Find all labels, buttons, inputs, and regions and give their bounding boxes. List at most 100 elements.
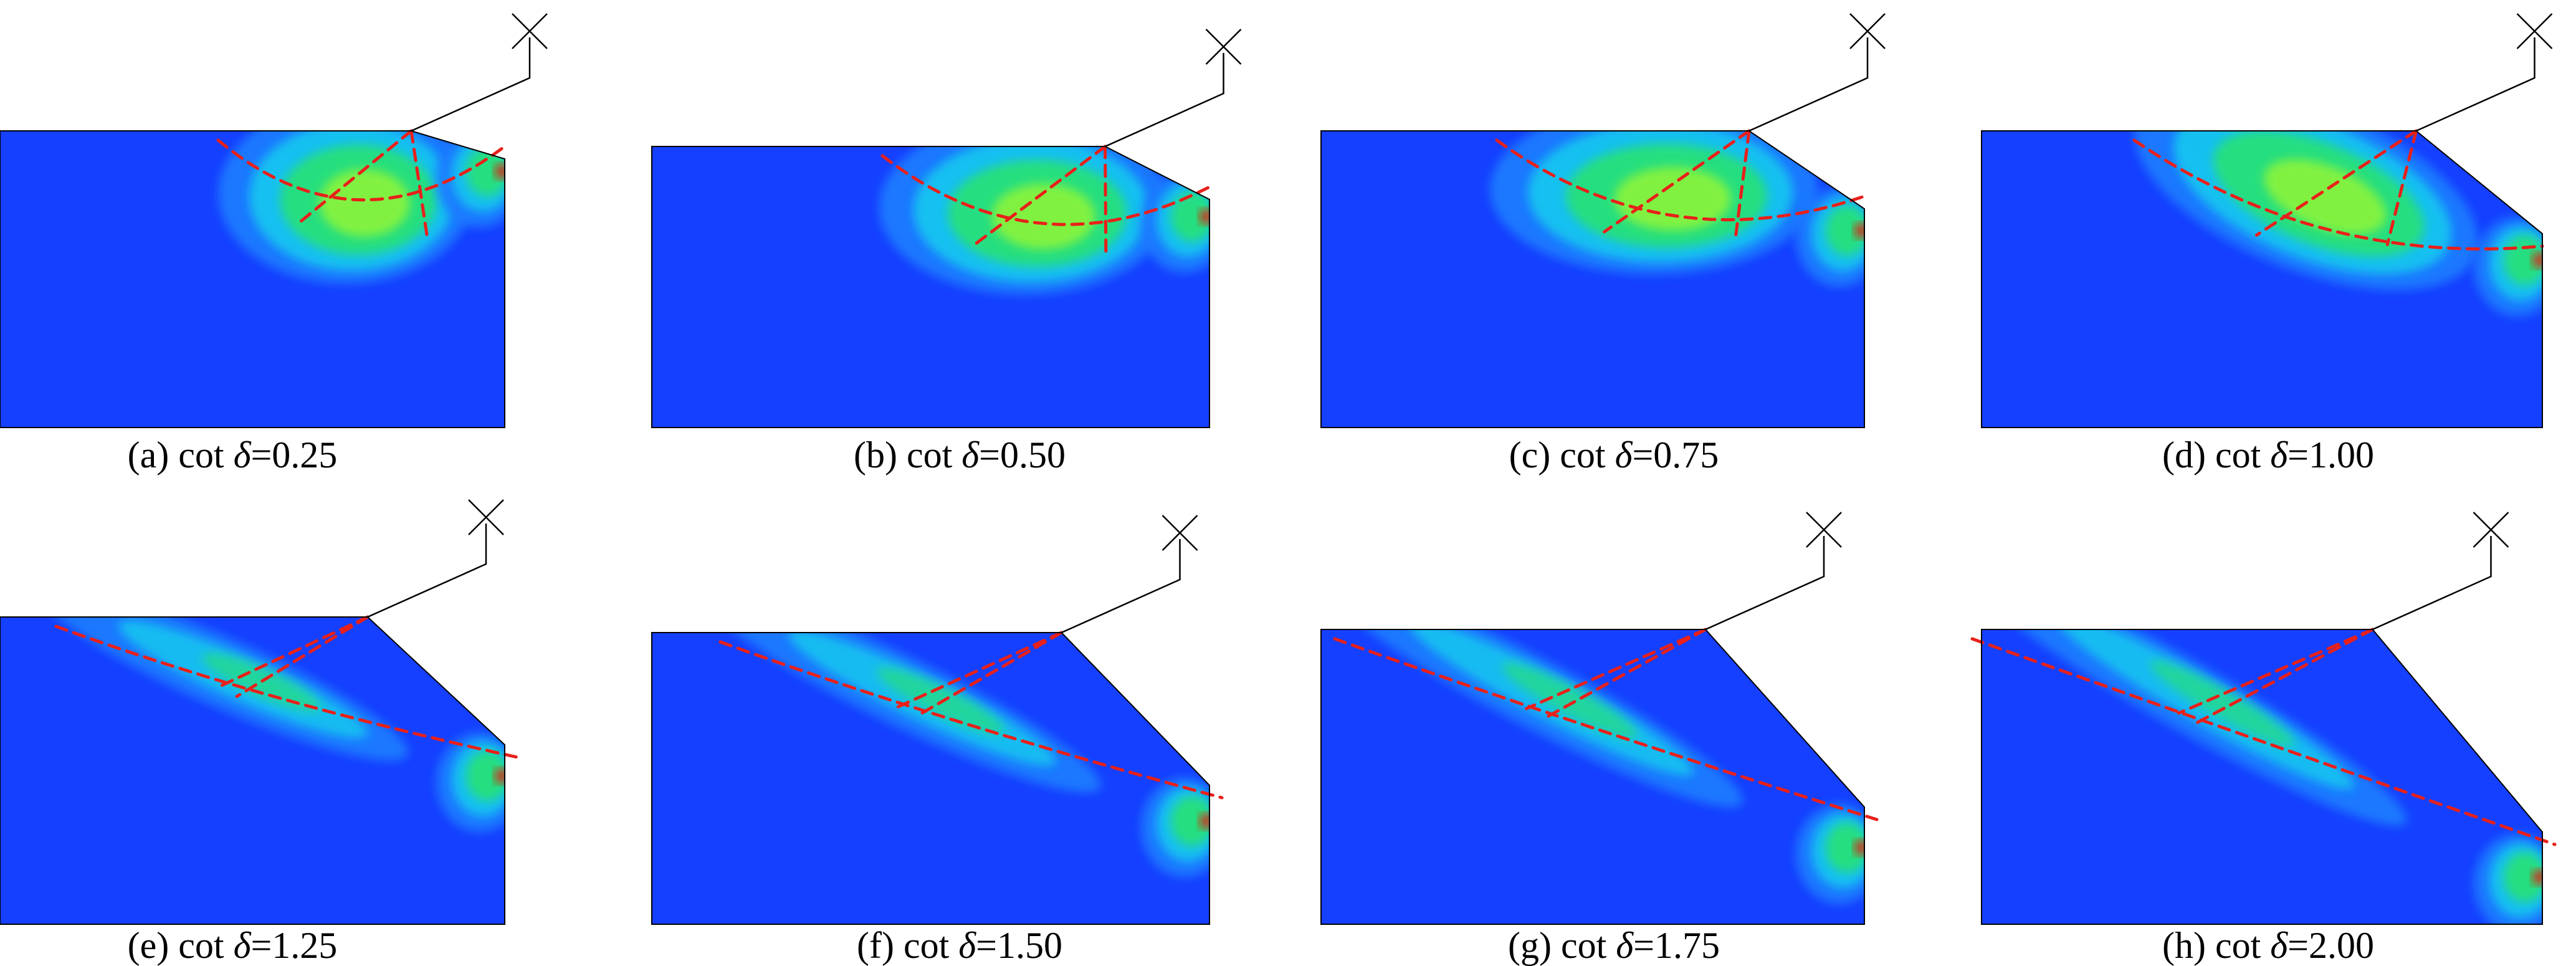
caption-symbol: δ: [1615, 434, 1633, 476]
failure-line-main: [216, 138, 507, 202]
failure-line-radial-right: [2195, 628, 2374, 724]
failure-line-radial-right: [235, 615, 370, 698]
failure-line-radial-left: [1603, 129, 1751, 234]
failure-line-main: [718, 640, 1224, 800]
panel-b: [651, 29, 1242, 428]
hotspot: [495, 164, 505, 179]
failure-line-main: [54, 624, 519, 759]
tool-x-marker: [1205, 29, 1242, 65]
caption-value: =1.25: [250, 925, 338, 966]
caption-d: (d) cot δ=1.00: [1957, 436, 2576, 474]
failure-line-radial-left: [895, 631, 1063, 709]
failure-line-radial-left: [2254, 129, 2418, 237]
failure-line-main: [2132, 138, 2544, 251]
specimen-outline: [1320, 629, 1865, 925]
contour-blob: [2504, 852, 2542, 902]
specimen-outline: [651, 632, 1210, 925]
hotspot: [2532, 869, 2542, 885]
contour-blob: [2264, 159, 2387, 235]
failure-line-radial-left: [216, 615, 370, 689]
caption-value: =2.00: [2287, 925, 2374, 966]
contour-field: [1982, 629, 2542, 924]
caption-symbol: δ: [2270, 434, 2288, 476]
failure-line-radial-right: [1104, 145, 1108, 256]
failure-line-radial-right: [914, 631, 1063, 719]
caption-symbol: δ: [233, 434, 251, 476]
specimen-outline: [1981, 629, 2543, 925]
panel-e: [0, 499, 519, 925]
specimen-field: [1982, 629, 2542, 924]
tool-x-marker: [1162, 515, 1198, 551]
contour-field: [40, 617, 505, 832]
caption-value: =0.50: [979, 434, 1066, 476]
caption-symbol: δ: [961, 434, 980, 476]
caption-value: =0.25: [250, 434, 338, 476]
tool-axis: [2415, 37, 2535, 132]
panel-c: [1320, 13, 1886, 428]
failure-line-radial-right: [1543, 628, 1707, 720]
tool-x-marker: [468, 499, 504, 535]
tool-axis: [1705, 536, 1825, 631]
tool-axis: [1748, 37, 1869, 132]
hotspot: [1200, 813, 1209, 829]
caption-symbol: δ: [1616, 925, 1634, 966]
hotspot: [1200, 209, 1209, 224]
hotspot: [1854, 840, 1864, 855]
contour-field: [2134, 131, 2542, 317]
specimen-field: [1321, 629, 1864, 924]
contour-blob: [1615, 166, 1731, 231]
caption-b: (b) cot δ=0.50: [648, 436, 1271, 474]
caption-e: (e) cot δ=1.25: [0, 927, 544, 964]
panel-g: [1320, 512, 1879, 925]
tool-x-marker: [2473, 512, 2509, 548]
specimen-outline: [0, 616, 505, 925]
tool-x-marker: [1806, 512, 1842, 548]
contour-blob: [319, 169, 410, 237]
panel-f: [651, 515, 1224, 925]
caption-value: =1.75: [1633, 925, 1720, 966]
caption-c: (c) cot δ=0.75: [1302, 436, 1925, 474]
caption-symbol: δ: [2270, 925, 2288, 966]
failure-line-main: [1333, 637, 1879, 821]
failure-line-radial-left: [2177, 628, 2374, 715]
caption-h: (h) cot δ=2.00: [1957, 927, 2576, 964]
hotspot: [2532, 252, 2542, 268]
tool-axis: [411, 37, 531, 132]
specimen-outline: [1320, 130, 1865, 428]
caption-a: (a) cot δ=0.25: [0, 436, 544, 474]
specimen-outline: [651, 146, 1210, 428]
caption-f: (f) cot δ=1.50: [648, 927, 1271, 964]
contour-blob: [1502, 662, 1638, 739]
caption-value: =1.00: [2287, 434, 2374, 476]
tool-x-marker: [2516, 13, 2553, 49]
tool-x-marker: [1849, 13, 1886, 49]
specimen-field: [652, 633, 1209, 924]
failure-line-main: [880, 154, 1211, 226]
failure-line-radial-right: [2385, 129, 2418, 246]
failure-line-radial-right: [409, 129, 429, 236]
specimen-outline: [1981, 130, 2543, 428]
failure-line-main: [1495, 138, 1866, 222]
tool-axis: [1061, 539, 1181, 634]
panel-a: [0, 13, 548, 428]
specimen-outline: [0, 130, 505, 428]
caption-g: (g) cot δ=1.75: [1302, 927, 1925, 964]
caption-prefix: (b) cot: [854, 434, 962, 476]
contour-blob: [991, 183, 1095, 250]
failure-line-radial-right: [1734, 129, 1751, 243]
contour-blob: [1171, 796, 1209, 846]
caption-prefix: (e) cot: [127, 925, 234, 966]
contour-blob: [1826, 206, 1864, 256]
contour-blob: [466, 751, 505, 801]
caption-prefix: (c) cot: [1509, 434, 1615, 476]
failure-line-radial-left: [294, 129, 413, 227]
tool-axis: [2372, 536, 2492, 631]
tool-axis: [367, 524, 487, 618]
caption-symbol: δ: [233, 925, 251, 966]
hotspot: [1854, 223, 1864, 238]
failure-line-radial-left: [973, 145, 1107, 246]
contour-blob: [2150, 661, 2294, 747]
caption-prefix: (f) cot: [857, 925, 959, 966]
caption-prefix: (g) cot: [1508, 925, 1616, 966]
